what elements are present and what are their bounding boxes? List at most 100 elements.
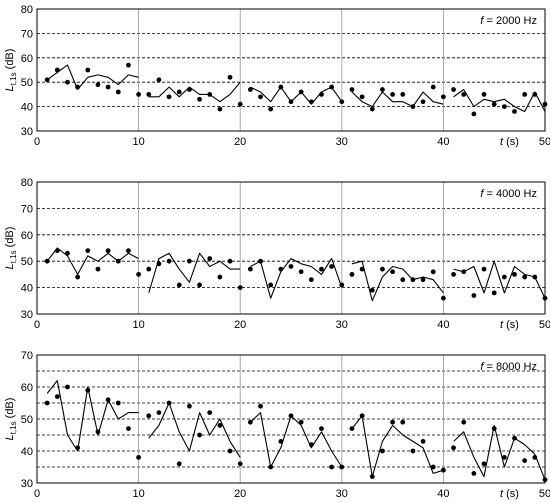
data-point	[339, 99, 345, 105]
data-point	[85, 387, 91, 393]
y-tick-label: 40	[21, 102, 33, 114]
series-line-segment	[453, 424, 546, 481]
data-point	[105, 84, 111, 90]
data-point	[197, 96, 202, 102]
data-point	[522, 92, 528, 97]
data-point	[542, 477, 548, 483]
data-point	[369, 106, 375, 112]
data-point	[410, 277, 416, 283]
frequency-label: f = 8000 Hz	[480, 361, 537, 373]
y-tick-label: 30	[21, 126, 33, 138]
y-tick-label: 80	[21, 177, 33, 189]
series-line-segment	[148, 81, 241, 103]
x-tick-label: 40	[437, 136, 449, 148]
data-point	[105, 248, 111, 254]
x-tick-label: 40	[437, 488, 449, 500]
data-point	[44, 258, 50, 264]
plot-frame	[36, 181, 546, 315]
data-point	[156, 77, 162, 83]
data-point	[146, 266, 152, 272]
data-point	[247, 266, 253, 272]
data-point	[329, 84, 335, 90]
x-tick-label: 10	[132, 136, 144, 148]
data-point	[247, 87, 253, 92]
y-tick-label: 80	[21, 4, 33, 16]
x-tick-label: 20	[234, 488, 246, 500]
data-point	[451, 272, 456, 277]
series-line-segment	[148, 252, 241, 294]
x-tick-label: 30	[336, 136, 348, 148]
y-tick-label: 60	[21, 53, 33, 65]
y-tick-label: 40	[21, 283, 33, 295]
data-point	[217, 106, 223, 112]
y-tick-label: 70	[21, 28, 33, 40]
data-point	[481, 461, 487, 467]
data-point	[95, 266, 101, 272]
data-point	[400, 92, 406, 97]
data-point	[461, 269, 467, 275]
data-point	[44, 400, 50, 406]
data-point	[268, 282, 274, 288]
data-point	[288, 264, 294, 269]
series-line-segment	[250, 258, 343, 299]
data-point	[95, 429, 101, 435]
panel-1: 30 40 50 60 70 80 0 10 20 30 40 50 t (s) Lt,1s (dB) f …	[4, 4, 550, 148]
x-tick-label: 30	[336, 319, 348, 331]
data-point	[268, 464, 274, 470]
y-tick-label: 30	[21, 309, 33, 321]
data-point	[319, 266, 324, 272]
data-point	[136, 92, 142, 97]
data-point	[501, 104, 507, 109]
data-point	[420, 99, 426, 105]
data-point	[542, 295, 548, 301]
data-point	[227, 74, 233, 80]
data-point	[207, 256, 213, 261]
data-point	[288, 413, 294, 419]
data-point	[207, 410, 213, 415]
data-point	[380, 87, 385, 92]
data-point	[298, 269, 304, 275]
data-point	[491, 101, 497, 107]
series-line-segment	[46, 247, 139, 275]
data-point	[227, 258, 233, 264]
data-point	[126, 426, 131, 431]
y-tick-label: 50	[21, 77, 33, 89]
data-point	[339, 464, 345, 470]
data-point	[176, 282, 182, 288]
data-point	[115, 258, 121, 264]
data-point	[390, 269, 395, 275]
y-tick-label: 30	[21, 478, 33, 490]
data-point	[471, 471, 477, 476]
data-point	[471, 293, 477, 298]
data-point	[329, 464, 335, 470]
data-point	[532, 274, 538, 280]
panel-3: 30 40 50 60 70 0 10 20 30 40 50 t (s) Lt,1s (dB) f = …	[4, 350, 550, 500]
data-point	[146, 92, 152, 97]
data-point	[522, 274, 528, 280]
data-point	[115, 400, 121, 406]
data-point	[349, 426, 355, 431]
x-tick-label: 20	[234, 136, 246, 148]
data-point	[420, 439, 426, 444]
data-point	[136, 455, 142, 460]
data-point	[54, 248, 60, 254]
x-tick-label: 30	[336, 488, 348, 500]
data-point	[166, 400, 172, 406]
data-point	[329, 264, 335, 269]
data-point	[115, 89, 121, 95]
y-tick-label: 70	[21, 350, 33, 362]
data-point	[95, 82, 101, 88]
data-point	[410, 104, 416, 109]
data-point	[461, 419, 467, 425]
data-point	[85, 67, 91, 73]
series-line-segment	[453, 88, 546, 113]
data-point	[359, 94, 365, 100]
data-point	[75, 274, 81, 280]
series-line-segment	[250, 412, 343, 468]
data-point	[501, 274, 507, 280]
data-point	[278, 84, 284, 90]
data-point	[400, 277, 406, 283]
data-point	[126, 62, 131, 68]
series-line-segment	[148, 402, 241, 458]
x-tick-label: 10	[132, 488, 144, 500]
